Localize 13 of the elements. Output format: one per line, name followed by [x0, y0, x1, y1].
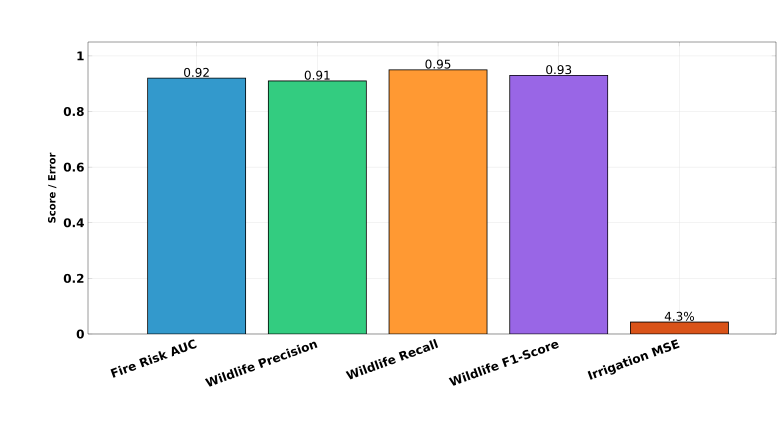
y-tick-label: 0.2 — [64, 274, 84, 283]
y-tick-label: 0.6 — [64, 162, 84, 172]
y-tick-label: 1 — [77, 52, 84, 60]
x-tick-label: Fire Risk AUC — [110, 340, 197, 378]
data-label: 4.3% — [664, 312, 694, 321]
y-tick-label: 0 — [76, 329, 84, 339]
y-tick-label: 0.8 — [64, 106, 84, 116]
data-label: 0.95 — [425, 60, 450, 69]
y-axis-title: Score / Error — [48, 152, 56, 223]
data-label: 0.91 — [304, 70, 330, 80]
data-label: 0.93 — [546, 65, 572, 74]
data-label: 0.92 — [184, 68, 209, 77]
y-tick-label: 0.4 — [64, 218, 84, 228]
